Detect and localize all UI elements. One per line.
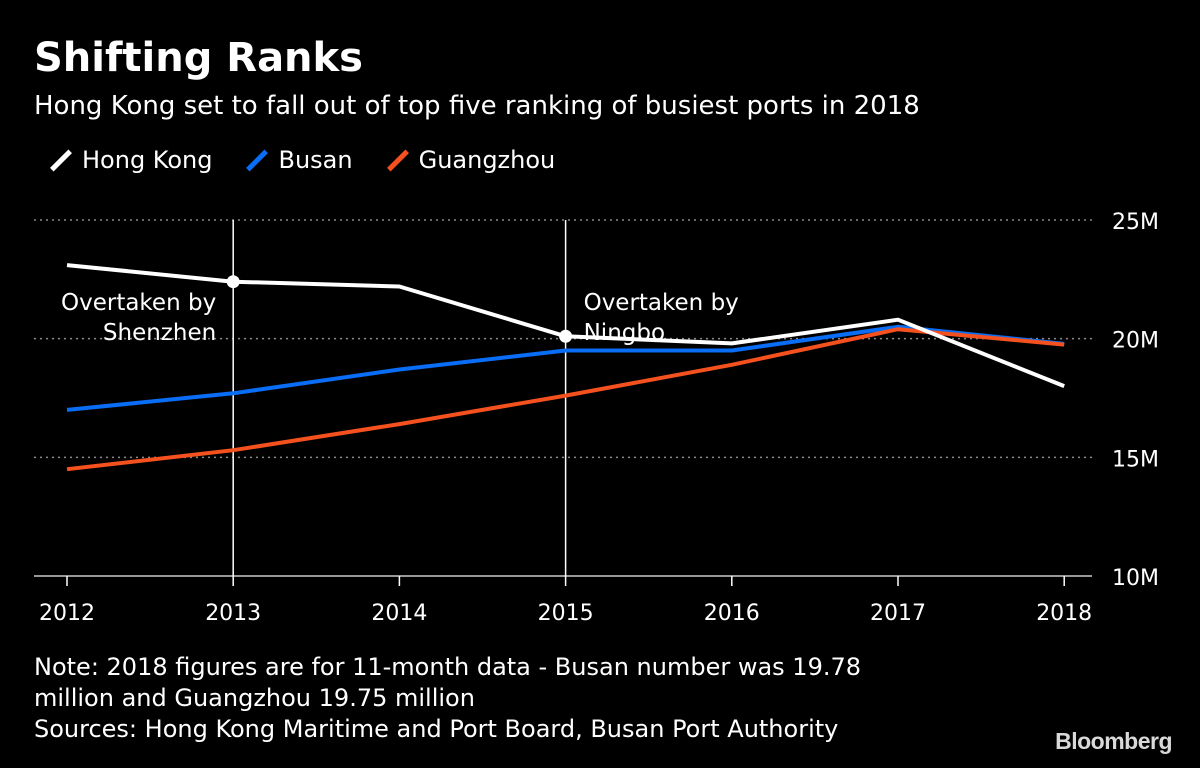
x-tick-label-2014: 2014 <box>371 601 427 626</box>
x-tick-label-2012: 2012 <box>39 601 95 626</box>
legend-label-guangzhou: Guangzhou <box>418 146 556 174</box>
chart-title: Shifting Ranks <box>34 35 363 81</box>
x-tick-label-2018: 2018 <box>1036 601 1092 626</box>
line-chart: 25M 20M 15M 10M 2012 2013 2014 2015 2016 2017 2018… <box>34 210 1159 626</box>
annotation-text-2013-1: Overtaken by <box>61 290 216 316</box>
x-tick-label-2017: 2017 <box>870 601 926 626</box>
legend-label-hong-kong: Hong Kong <box>82 146 213 174</box>
y-tick-label-15: 15M <box>1112 447 1159 472</box>
annotation-marker-2013 <box>226 275 240 289</box>
annotation-marker-2015 <box>559 329 573 343</box>
x-tick-label-2016: 2016 <box>704 601 760 626</box>
legend: Hong Kong Busan Guangzhou <box>48 142 587 178</box>
annotation-text-2013-2: Shenzhen <box>103 320 216 346</box>
legend-item-guangzhou: Guangzhou <box>385 146 556 174</box>
y-tick-label-25: 25M <box>1112 210 1159 235</box>
x-tick-label-2013: 2013 <box>205 601 261 626</box>
y-tick-label-20: 20M <box>1112 329 1159 354</box>
sources-line: Sources: Hong Kong Maritime and Port Boa… <box>34 715 839 743</box>
annotation-text-2015-1: Overtaken by <box>584 290 739 316</box>
note-line-1: Note: 2018 figures are for 11-month data… <box>34 653 862 681</box>
chart-subtitle: Hong Kong set to fall out of top five ra… <box>34 91 920 121</box>
bloomberg-logo: Bloomberg <box>1055 728 1172 754</box>
footnotes: Note: 2018 figures are for 11-month data… <box>34 652 861 745</box>
y-tick-label-10: 10M <box>1112 566 1159 591</box>
legend-item-hong-kong: Hong Kong <box>48 146 212 174</box>
annotation-text-2015-2: Ningbo <box>584 320 665 346</box>
note-line-2: million and Guangzhou 19.75 million <box>34 684 475 712</box>
x-tick-label-2015: 2015 <box>538 601 594 626</box>
legend-item-busan: Busan <box>244 146 353 174</box>
series-line-guangzhou <box>66 327 1065 472</box>
legend-label-busan: Busan <box>278 146 353 174</box>
